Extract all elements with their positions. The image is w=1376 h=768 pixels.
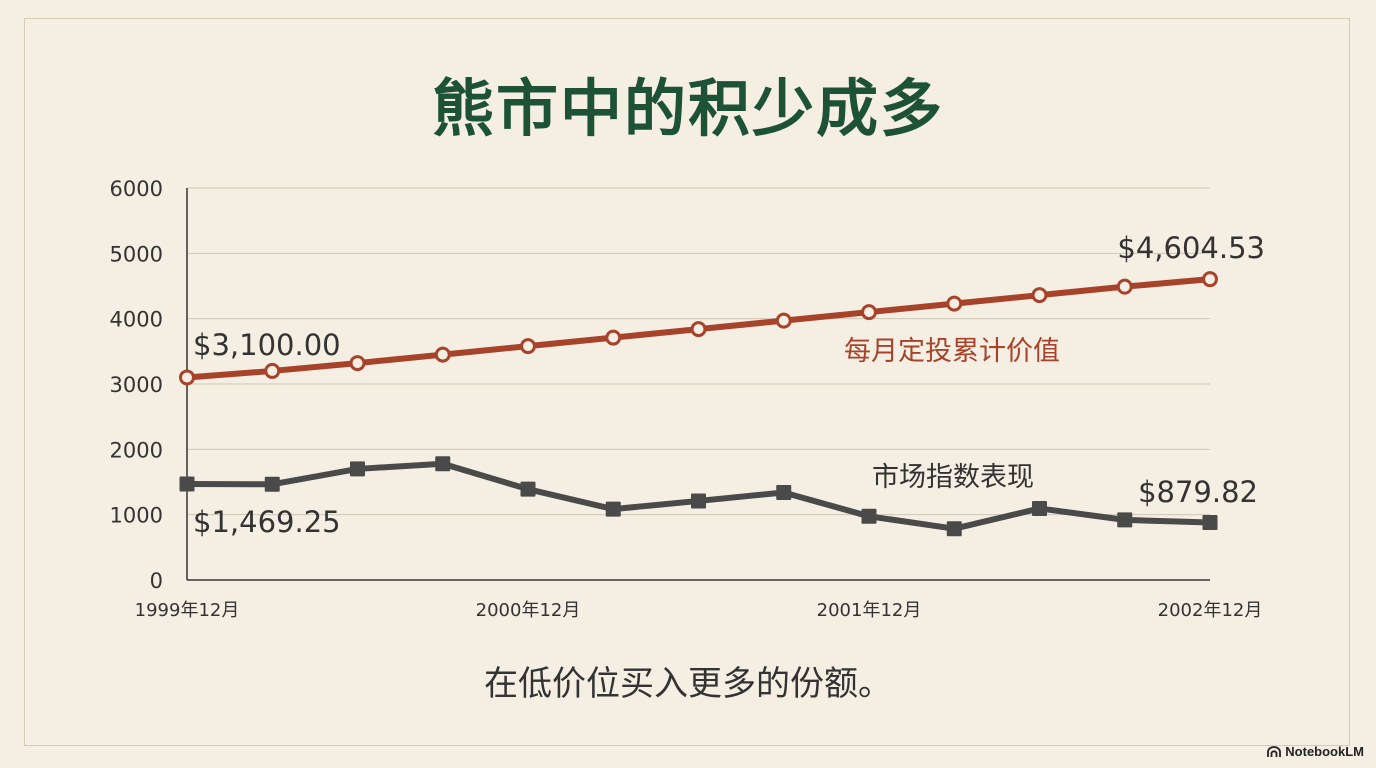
data-point — [605, 501, 621, 517]
data-point — [690, 321, 707, 338]
data-point — [1031, 287, 1048, 304]
slide-caption: 在低价位买入更多的份额。 — [484, 664, 892, 704]
notebooklm-brand: NotebookLM — [1267, 744, 1364, 759]
start-value-label: $1,469.25 — [193, 505, 341, 539]
data-point — [775, 312, 792, 329]
series-name-label: 市场指数表现 — [872, 462, 1034, 493]
data-point — [946, 521, 962, 537]
data-point — [520, 338, 536, 355]
end-value-label: $879.82 — [1138, 475, 1258, 509]
data-point — [435, 456, 451, 472]
series-name-label: 每月定投累计价值 — [844, 336, 1060, 367]
y-tick-label: 0 — [150, 569, 163, 593]
x-tick-label: 2000年12月 — [476, 600, 581, 621]
data-point — [179, 369, 195, 386]
data-point — [264, 476, 280, 492]
y-tick-label: 1000 — [110, 504, 163, 528]
data-point — [434, 346, 451, 363]
y-tick-label: 6000 — [110, 177, 163, 201]
brand-label: NotebookLM — [1285, 744, 1364, 759]
data-point — [605, 329, 622, 346]
notebooklm-logo-icon — [1267, 745, 1282, 757]
data-point — [179, 476, 195, 492]
slide-title: 熊市中的积少成多 — [431, 72, 944, 145]
data-point — [1202, 515, 1218, 531]
data-point — [520, 481, 536, 497]
end-value-label: $4,604.53 — [1117, 231, 1265, 265]
y-tick-label: 5000 — [110, 242, 163, 266]
data-point — [946, 295, 963, 312]
x-tick-label: 1999年12月 — [135, 600, 240, 621]
y-tick-label: 3000 — [110, 373, 163, 397]
y-tick-label: 4000 — [110, 308, 163, 332]
x-tick-label: 2002年12月 — [1158, 600, 1263, 621]
data-point — [350, 461, 365, 477]
data-point — [264, 362, 281, 379]
data-point — [349, 355, 366, 372]
y-tick-label: 2000 — [110, 438, 163, 462]
data-point — [861, 304, 877, 321]
data-point — [776, 484, 792, 500]
x-tick-label: 2001年12月 — [817, 600, 922, 621]
data-point — [1116, 278, 1133, 295]
data-point — [1117, 512, 1133, 528]
data-point — [691, 493, 706, 509]
slide-frame — [24, 18, 1350, 746]
data-point — [861, 508, 877, 524]
start-value-label: $3,100.00 — [193, 328, 341, 362]
data-point — [1032, 500, 1047, 516]
data-point — [1202, 271, 1218, 288]
